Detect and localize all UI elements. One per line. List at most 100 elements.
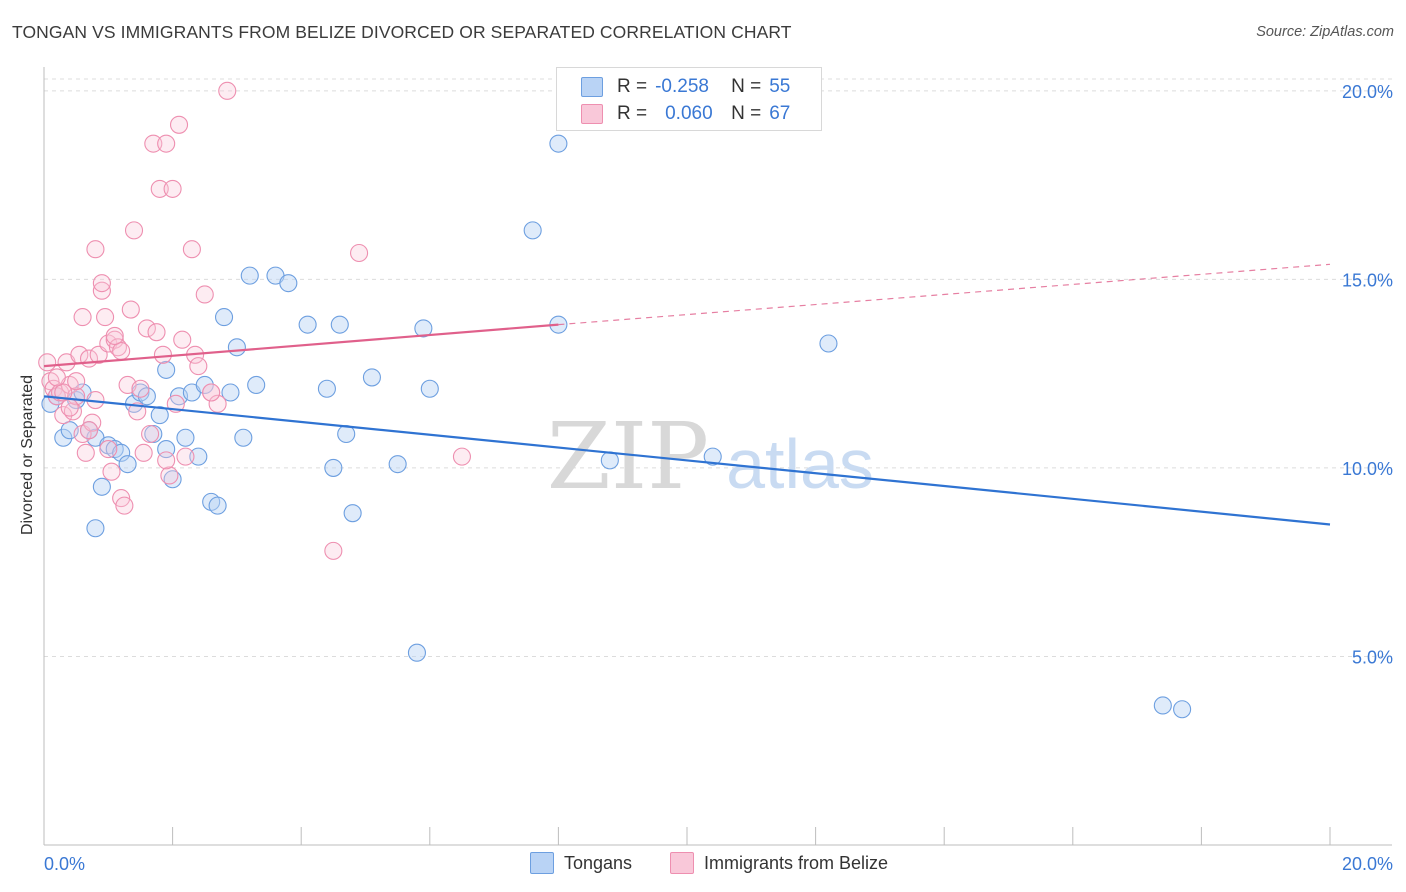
point-tongans bbox=[324, 458, 343, 477]
y-tick-label: 20.0% bbox=[1342, 82, 1393, 102]
points bbox=[38, 81, 1192, 719]
point-tongans bbox=[150, 406, 169, 425]
point-tongans bbox=[234, 428, 253, 447]
legend-n-label: N = bbox=[731, 76, 762, 97]
source-label: Source: ZipAtlas.com bbox=[1256, 24, 1394, 40]
point-belize bbox=[350, 243, 369, 263]
point-belize bbox=[73, 308, 92, 327]
y-tick-label: 5.0% bbox=[1352, 647, 1393, 667]
point-tongans bbox=[362, 368, 381, 387]
point-tongans bbox=[1173, 700, 1192, 719]
point-belize bbox=[121, 300, 140, 319]
point-belize bbox=[86, 240, 105, 259]
point-tongans bbox=[819, 334, 838, 353]
point-tongans bbox=[600, 451, 619, 470]
point-belize bbox=[195, 285, 214, 304]
point-tongans bbox=[137, 387, 156, 406]
grid bbox=[44, 78, 1392, 657]
point-tongans bbox=[330, 315, 349, 334]
chart-title: TONGAN VS IMMIGRANTS FROM BELIZE DIVORCE… bbox=[12, 22, 792, 42]
point-tongans bbox=[221, 383, 240, 402]
legend-r-value: 0.060 bbox=[665, 103, 713, 124]
point-tongans bbox=[317, 379, 336, 398]
point-tongans bbox=[703, 447, 722, 466]
series-legend: Tongans Immigrants from Belize bbox=[0, 852, 1406, 878]
point-belize bbox=[160, 466, 179, 485]
point-tongans bbox=[208, 496, 227, 515]
point-belize bbox=[173, 330, 192, 349]
point-belize bbox=[218, 81, 237, 100]
legend-label-tongans: Tongans bbox=[564, 852, 633, 873]
point-belize bbox=[105, 326, 124, 346]
point-belize bbox=[202, 383, 221, 402]
point-belize bbox=[176, 447, 195, 466]
point-tongans bbox=[414, 319, 433, 338]
watermark: ZIP atlas bbox=[547, 403, 874, 510]
point-belize bbox=[182, 240, 201, 259]
point-belize bbox=[115, 496, 134, 515]
point-tongans bbox=[214, 308, 234, 327]
trend-lines bbox=[43, 263, 1331, 526]
legend-item-tongans: Tongans bbox=[530, 852, 632, 874]
point-belize bbox=[157, 134, 176, 153]
legend-swatch-tongans bbox=[581, 77, 603, 97]
point-tongans bbox=[195, 375, 214, 395]
point-belize bbox=[324, 541, 343, 560]
legend-swatch-belize bbox=[670, 852, 694, 874]
point-belize bbox=[99, 440, 118, 459]
point-tongans bbox=[247, 375, 266, 395]
point-belize bbox=[47, 368, 66, 387]
legend-r-value: -0.258 bbox=[655, 76, 709, 97]
point-tongans bbox=[388, 455, 407, 474]
point-belize bbox=[76, 443, 95, 462]
point-belize bbox=[141, 424, 160, 444]
point-belize bbox=[153, 345, 173, 364]
trend-line-belize-dashed bbox=[558, 263, 1331, 326]
y-axis-label: Divorced or Separated bbox=[19, 374, 36, 536]
point-belize bbox=[112, 341, 131, 361]
point-tongans bbox=[298, 315, 317, 334]
point-belize bbox=[54, 406, 73, 425]
point-tongans bbox=[407, 643, 426, 662]
point-tongans bbox=[343, 504, 362, 523]
legend-n-label: N = bbox=[731, 103, 762, 124]
point-belize bbox=[124, 221, 144, 240]
watermark-zip: ZIP bbox=[547, 403, 709, 510]
trend-line-tongans bbox=[43, 395, 1331, 526]
point-belize bbox=[60, 398, 79, 417]
point-tongans bbox=[523, 221, 542, 240]
legend-swatch-belize bbox=[581, 104, 603, 124]
trend-line-belize bbox=[43, 323, 559, 368]
tick-labels: 5.0% 10.0% 15.0% 20.0% 0.0% 20.0% bbox=[44, 82, 1393, 874]
point-belize bbox=[131, 379, 150, 398]
x-tick-label: 20.0% bbox=[1342, 854, 1393, 874]
point-tongans bbox=[1153, 696, 1172, 715]
legend-item-belize: Immigrants from Belize bbox=[670, 852, 888, 874]
point-tongans bbox=[420, 379, 439, 398]
point-belize bbox=[163, 179, 182, 198]
point-belize bbox=[147, 323, 166, 342]
y-tick-label: 15.0% bbox=[1342, 270, 1393, 290]
point-belize bbox=[137, 319, 156, 338]
point-belize bbox=[92, 281, 111, 300]
y-tick-label: 10.0% bbox=[1342, 459, 1393, 479]
point-tongans bbox=[240, 266, 259, 285]
legend-row-belize: R = 0.060 N = 67 bbox=[557, 101, 790, 127]
legend-swatch-tongans bbox=[530, 852, 554, 874]
legend-n-value: 67 bbox=[769, 103, 791, 124]
point-tongans bbox=[86, 519, 105, 538]
point-tongans bbox=[92, 477, 111, 496]
legend-r-label: R = bbox=[617, 103, 648, 124]
watermark-atlas: atlas bbox=[726, 425, 874, 503]
point-belize bbox=[452, 447, 472, 466]
point-belize bbox=[38, 353, 57, 372]
point-tongans bbox=[227, 338, 246, 357]
legend-row-tongans: R = -0.258 N = 55 bbox=[557, 74, 790, 100]
point-tongans bbox=[176, 428, 195, 447]
point-tongans bbox=[549, 134, 568, 153]
point-belize bbox=[128, 402, 147, 421]
point-tongans bbox=[157, 360, 176, 379]
point-belize bbox=[96, 308, 115, 327]
point-tongans bbox=[189, 447, 208, 466]
